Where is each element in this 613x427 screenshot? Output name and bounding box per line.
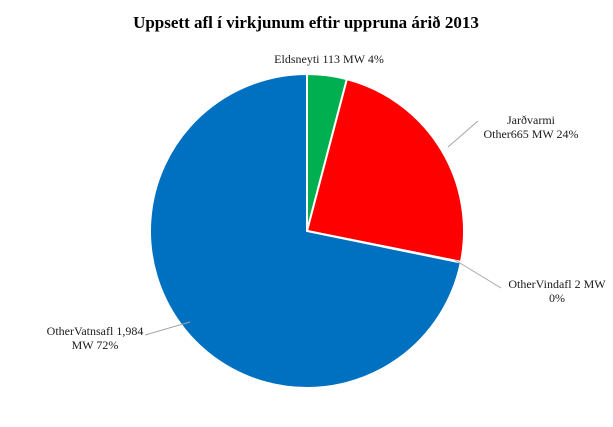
leader-line-vindafl [454, 259, 502, 289]
chart-title: Uppsett afl í virkjunum eftir uppruna ár… [133, 13, 479, 32]
leader-lines [144, 120, 502, 336]
leader-line-jarðvarmi [447, 120, 479, 148]
data-label-eldsneyti: Eldsneyti 113 MW 4% [274, 52, 384, 66]
leader-line-vatnsafl [144, 321, 191, 336]
pie-slice-jarðvarmi [305, 77, 466, 264]
data-labels: Eldsneyti 113 MW 4% Jarðvarmi Other665 MW … [47, 52, 607, 352]
pie-slice-vatnsafl [149, 72, 462, 389]
data-label-jarðvarmi: Jarðvarmi Other665 MW 24% [483, 113, 578, 141]
pie-slices [149, 72, 466, 389]
data-label-vindafl: OtherVindafl 2 MW 0% [508, 277, 606, 305]
data-label-vatnsafl: OtherVatnsafl 1,984 MW 72% [47, 324, 144, 352]
